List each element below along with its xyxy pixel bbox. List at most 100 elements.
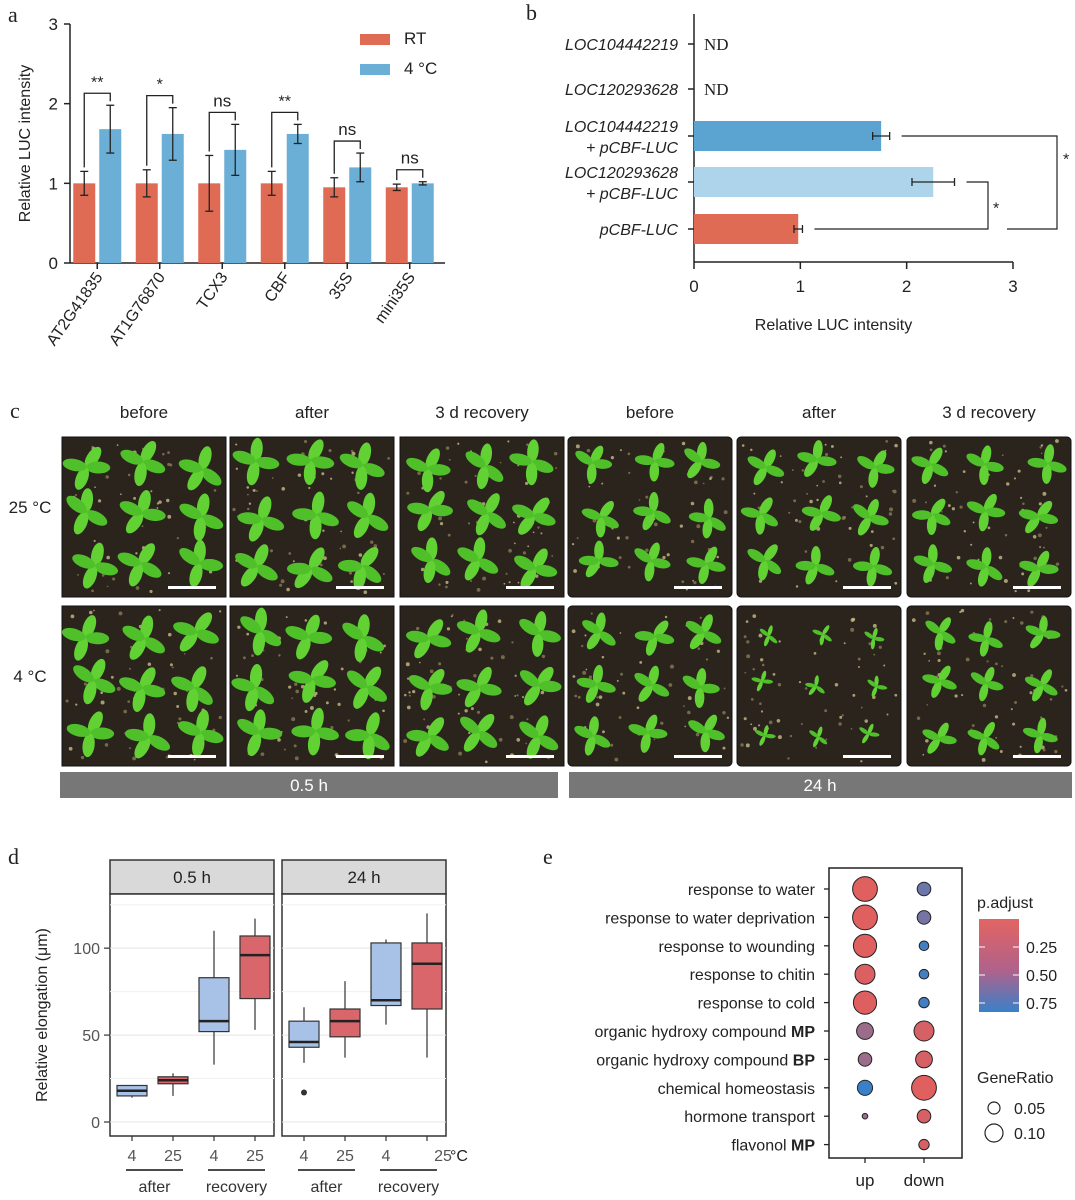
- soil-grain: [277, 738, 281, 742]
- soil-grain: [350, 580, 353, 583]
- soil-grain: [328, 449, 332, 453]
- x-tick-label: 25: [246, 1148, 264, 1165]
- leaf: [966, 559, 986, 570]
- leaf: [365, 685, 387, 702]
- leaf: [937, 722, 949, 739]
- leaf: [429, 504, 453, 517]
- plant-photo: [736, 605, 902, 767]
- leaf: [652, 442, 665, 462]
- soil-grain: [883, 664, 886, 667]
- dot: [916, 1108, 932, 1124]
- soil-grain: [350, 449, 354, 453]
- soil-grain: [618, 556, 622, 560]
- plant-photo: [736, 436, 902, 598]
- leaf: [763, 635, 770, 647]
- soil-grain: [123, 709, 128, 714]
- leaf: [694, 687, 705, 708]
- soil-grain: [969, 582, 972, 585]
- leaf: [366, 712, 380, 736]
- leaf: [818, 736, 828, 745]
- leaf: [592, 459, 613, 469]
- soil-grain: [750, 723, 753, 726]
- leaf: [518, 515, 535, 535]
- leaf: [586, 463, 597, 484]
- soil-grain: [961, 694, 964, 697]
- soil-grain: [280, 579, 285, 584]
- soil-grain: [886, 713, 889, 716]
- leaf: [1025, 625, 1043, 636]
- leaf: [84, 446, 102, 468]
- leaf: [249, 663, 263, 688]
- leaf: [928, 544, 938, 565]
- plant-photo: [229, 436, 395, 598]
- leaf: [873, 450, 887, 469]
- leaf: [82, 733, 95, 758]
- leaf: [425, 448, 440, 470]
- soil-grain: [582, 670, 587, 675]
- soil-grain: [304, 619, 308, 622]
- soil-grain: [135, 586, 140, 590]
- leaf: [926, 515, 937, 536]
- soil-grain: [954, 694, 958, 698]
- leaf: [598, 631, 616, 646]
- soil-grain: [622, 691, 626, 695]
- soil-grain: [464, 480, 468, 484]
- bar: [99, 129, 122, 263]
- leaf: [62, 458, 87, 472]
- soil-grain: [787, 757, 790, 760]
- plant-photo: [229, 605, 395, 767]
- soil-grain: [219, 610, 222, 613]
- leaf: [822, 634, 832, 642]
- significance-label: ns: [338, 120, 356, 139]
- soil-grain: [789, 734, 793, 738]
- soil-grain: [330, 477, 333, 480]
- leaf: [931, 680, 942, 698]
- soil-grain: [843, 642, 846, 645]
- soil-grain: [1001, 665, 1004, 668]
- soil-grain: [912, 498, 917, 503]
- leaf: [983, 493, 997, 512]
- leaf: [594, 540, 604, 561]
- significance-bracket: [814, 181, 989, 230]
- leaf: [477, 731, 498, 748]
- leaf: [362, 735, 375, 760]
- soil-grain: [476, 710, 481, 714]
- soil-grain: [271, 477, 274, 479]
- soil-grain: [1022, 502, 1025, 506]
- soil-grain: [1049, 698, 1053, 701]
- leaf: [702, 518, 713, 539]
- dot: [916, 910, 932, 925]
- soil-grain: [1032, 534, 1037, 539]
- leaf: [864, 631, 874, 639]
- leaf: [240, 616, 261, 634]
- soil-grain: [446, 627, 451, 631]
- leaf: [921, 464, 933, 484]
- leaf: [366, 514, 389, 531]
- leaf: [186, 688, 199, 713]
- leaf: [137, 490, 151, 514]
- leaf: [931, 498, 946, 516]
- significance-label: **: [279, 93, 291, 110]
- soil-grain: [937, 658, 941, 663]
- leaf: [261, 516, 285, 531]
- leaf: [429, 683, 453, 695]
- leaf: [922, 674, 940, 684]
- soil-grain: [824, 709, 828, 713]
- soil-grain: [664, 615, 668, 619]
- leaf: [456, 621, 479, 635]
- box: [329, 1008, 361, 1038]
- soil-grain: [768, 720, 773, 725]
- soil-grain: [697, 647, 701, 650]
- y-tick-label: 50: [82, 1028, 100, 1045]
- soil-grain: [247, 507, 250, 511]
- soil-grain: [382, 572, 385, 575]
- leaf: [698, 564, 709, 584]
- soil-grain: [1019, 496, 1023, 500]
- leaf: [751, 677, 763, 683]
- leaf: [981, 445, 992, 466]
- leaf: [524, 685, 541, 706]
- soil-grain: [942, 444, 946, 448]
- leaf: [585, 560, 600, 578]
- category-label: + pCBF-LUC: [586, 186, 678, 203]
- x-tick-label: 3: [1008, 277, 1017, 296]
